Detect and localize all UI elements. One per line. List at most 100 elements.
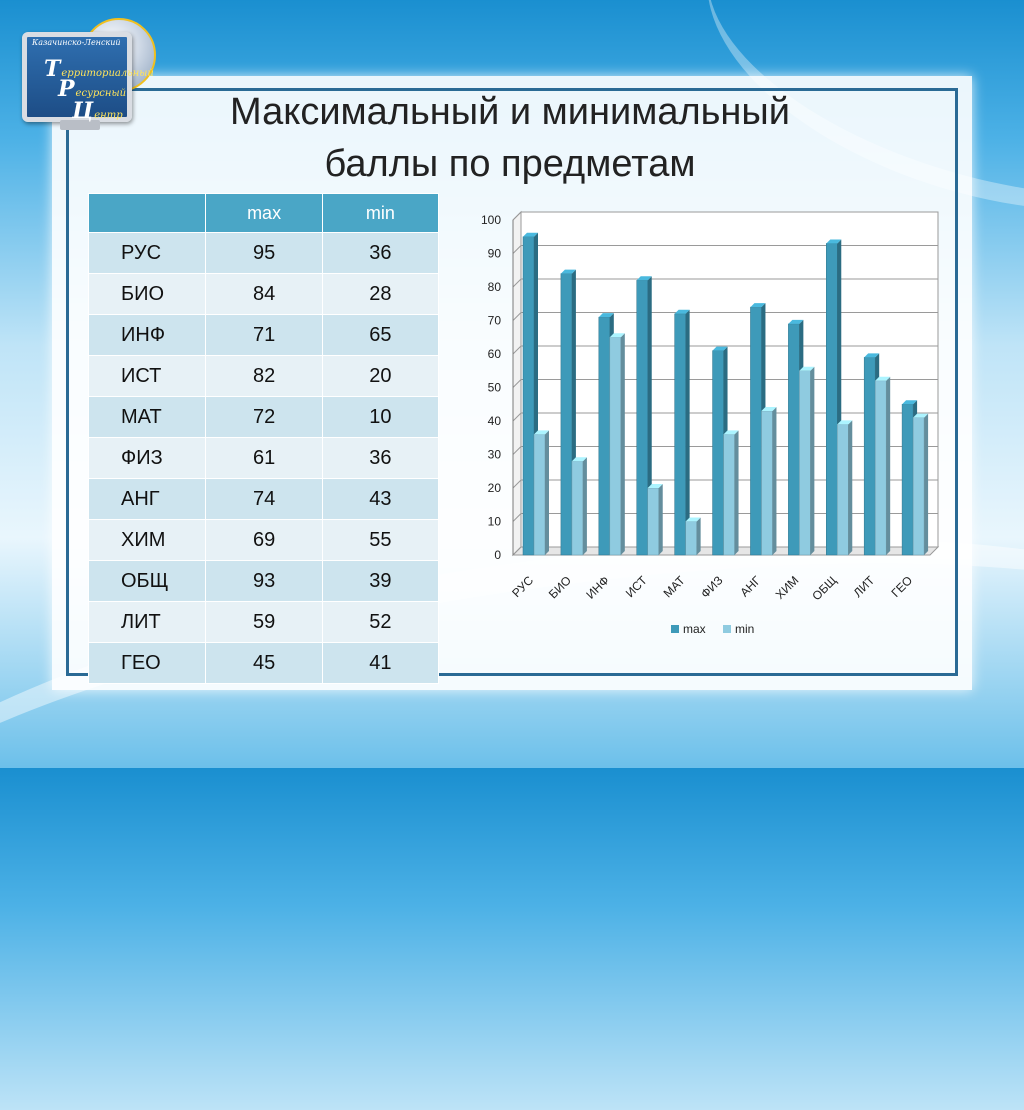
gridline-diag [512,345,522,355]
bar-max-top [636,276,652,281]
cell-subject: ОБЩ [87,560,207,602]
cell-min: 55 [321,519,440,561]
legend-label-min: min [735,622,754,636]
y-tick-label: 0 [494,548,501,562]
cell-max: 93 [205,560,323,602]
gridline-diag [512,278,522,288]
bar-min-top [799,366,815,371]
bar-max-front [712,350,724,556]
scores-table: max min РУС 95 36 БИО 84 28 ИНФ 71 65 ИСТ 82 20 МАТ 7… [87,193,440,684]
y-tick-label: 90 [488,247,502,261]
bar-min-side [848,420,853,555]
y-tick-label: 60 [488,347,502,361]
cell-min: 36 [321,437,440,479]
bar-min-top [571,457,587,462]
bar-min-front [685,521,697,556]
cell-subject: ИСТ [87,355,207,397]
gridline-diag [512,245,522,254]
bar-max-top [674,309,690,314]
x-tick-label: МАТ [661,573,689,601]
bar-min-front [912,417,925,556]
header-subject [87,193,207,233]
bar-max-front [826,243,838,556]
gridline-diag [512,446,522,455]
bar-min-front [571,460,584,556]
cell-max: 72 [205,396,323,438]
x-tick-label: ФИЗ [698,573,726,601]
y-tick-label: 30 [488,448,502,462]
monitor-icon [22,32,132,122]
y-tick-label: 40 [488,414,502,428]
bar-min-top [534,430,549,435]
bar-max-top [864,353,880,358]
bar-min-side [810,366,815,555]
y-tick-label: 80 [488,280,502,294]
cell-min: 39 [321,560,440,602]
cell-min: 41 [321,642,440,684]
gridline-diag [512,546,522,556]
bar-min-top [913,413,929,418]
bar-min-front [799,370,811,556]
cell-subject: ХИМ [87,519,207,561]
cell-min: 28 [321,273,440,315]
table-row: АНГ 74 43 [87,478,440,520]
x-tick-label: ЛИТ [851,573,878,600]
legend-swatch-min [723,625,731,633]
bar-min-top [647,484,663,488]
monitor-stand [60,120,100,130]
y-tick-label: 70 [488,314,502,328]
x-tick-label: ОБЩ [809,573,839,603]
bar-min-side [658,484,663,555]
bar-max-front [522,236,535,556]
bar-min-top [723,430,739,435]
cell-subject: ЛИТ [87,601,207,643]
gridline-diag [512,211,522,221]
cell-subject: БИО [87,273,207,315]
bar-max-side [685,309,690,555]
y-tick-label: 100 [481,213,501,227]
cell-min: 52 [321,601,440,643]
cell-min: 20 [321,355,440,397]
cell-max: 84 [205,273,323,315]
x-tick-label: АНГ [737,573,764,600]
x-tick-label: ГЕО [888,573,915,600]
y-tick-label: 10 [488,515,502,529]
cell-max: 45 [205,642,323,684]
bar-max-top [712,346,728,351]
cell-min: 36 [321,232,440,274]
table-row: РУС 95 36 [87,232,440,274]
gridline-diag [512,513,522,522]
bar-min-side [734,430,739,555]
x-tick-label: ИНФ [583,573,612,602]
cell-max: 71 [205,314,323,356]
bar-max-top [826,239,842,244]
table-row: ГЕО 45 41 [87,642,440,684]
bar-min-front [837,424,849,556]
table-header-row: max min [87,193,440,233]
cell-min: 10 [321,396,440,438]
cell-max: 61 [205,437,323,479]
bar-min-side [924,413,929,555]
title-line-2: баллы по предметам [324,143,696,185]
gridline-diag [512,412,522,422]
bar-max-front [863,357,876,556]
bar-max-top [523,232,538,237]
y-tick-label: 20 [488,481,502,495]
bar-max-front [901,404,914,556]
bar-min-front [609,337,622,556]
bar-min-side [772,406,777,555]
legend-swatch-max [671,625,679,633]
bar-max-front [674,313,686,556]
logo-line-2: Ресурсный [58,76,127,102]
cell-subject: МАТ [87,396,207,438]
cell-max: 69 [205,519,323,561]
table-row: МАТ 72 10 [87,396,440,438]
cell-min: 65 [321,314,440,356]
bar-max-front [636,280,648,556]
table-row: ЛИТ 59 52 [87,601,440,643]
bar-chart: 0 10 20 30 40 50 60 70 80 90 100 РУС БИО ИНФ ИСТ МАТ ФИЗ… [481,210,940,636]
logo-line-3: Центр [72,98,123,124]
bar-max-top [750,303,766,308]
bar-min-front [647,487,659,556]
bar-max-front [750,306,762,556]
